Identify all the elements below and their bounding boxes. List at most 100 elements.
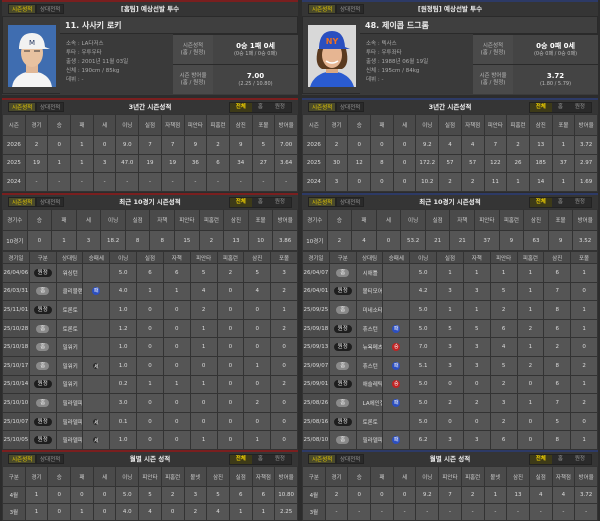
column-header: 상대팀 (55, 251, 84, 264)
column-header: 포볼 (570, 251, 598, 264)
table-cell: 25/08/16 (302, 411, 330, 432)
column-header: 경기 (324, 466, 349, 487)
table-cell: 6 (162, 263, 191, 283)
opponent-cell: 토론토 (355, 411, 384, 432)
decision-badge: 세 (92, 361, 101, 370)
venue-badge: 홈 (336, 398, 350, 407)
tab-versus[interactable]: 상대전적 (36, 454, 65, 464)
filter-all[interactable]: 전체 (229, 103, 252, 112)
tab-season[interactable]: 시즌성적 (308, 454, 337, 464)
table-cell: 6 (251, 486, 276, 504)
header-row: 경기수 승 패 세 이닝 실점 자책 피안타 피홈런 삼진 포볼 방어율 (302, 209, 598, 231)
table-cell: 2 (489, 374, 518, 395)
venue-cell: 원정 (328, 337, 357, 357)
table-cell: - (183, 172, 208, 192)
table-cell: 4.2 (409, 281, 438, 302)
filter-away[interactable]: 원정 (274, 456, 285, 462)
table-cell: 6 (228, 486, 253, 504)
tab-versus[interactable]: 상대전적 (336, 454, 365, 464)
table-cell: 1 (24, 503, 49, 521)
venue-badge: 원정 (32, 379, 53, 390)
season-record-label: 시즌성적 (홈 / 원정) (173, 35, 213, 64)
filter-away[interactable]: 원정 (274, 199, 285, 205)
season-record-value: 0승 0패 0세 (0승 0패 / 0승 0패) (513, 35, 598, 64)
table-cell: 36 (183, 153, 208, 173)
table-row: 25/11/01 원정 토론토 1.0 0 0 2 0 0 1 (2, 300, 298, 320)
table-cell: 57 (438, 153, 462, 173)
filter-all[interactable]: 전체 (529, 103, 552, 112)
filter-away[interactable]: 원정 (574, 104, 585, 110)
table-cell: 5.0 (109, 263, 138, 283)
tab-season[interactable]: 시즌성적 (8, 197, 37, 207)
filter-home[interactable]: 홈 (557, 456, 563, 462)
tab-versus[interactable]: 상대전적 (36, 4, 65, 14)
tab-season[interactable]: 시즌성적 (8, 102, 37, 112)
table-cell: 1 (436, 263, 464, 283)
table-row: 25/10/28 홈 토론토 1.2 0 0 1 0 0 2 (2, 318, 298, 339)
opponent-cell: 볼티모어 (355, 281, 384, 302)
tab-season[interactable]: 시즌성적 (308, 4, 337, 14)
table-cell: 1 (570, 300, 598, 320)
table-cell: 2 (198, 230, 225, 251)
decision-cell (82, 300, 111, 320)
table-cell: 3 (92, 153, 117, 173)
table-cell: 25/10/10 (2, 393, 30, 413)
tab-versus[interactable]: 상대전적 (336, 4, 365, 14)
table-cell: 0 (270, 393, 298, 413)
table-cell: 1 (162, 374, 191, 395)
filter-all[interactable]: 전체 (529, 198, 552, 207)
table-cell: 3 (183, 486, 208, 504)
table-cell: 9 (547, 230, 574, 251)
table-cell: 5.0 (409, 300, 438, 320)
table-cell: 2 (270, 318, 298, 339)
filter-home[interactable]: 홈 (557, 199, 563, 205)
decision-cell (82, 393, 111, 413)
table-cell: 0 (347, 172, 372, 192)
table-cell: 3.72 (574, 486, 598, 504)
venue-badge: 홈 (36, 343, 50, 352)
filter-all[interactable]: 전체 (229, 455, 252, 464)
table-cell: 2 (570, 393, 598, 413)
table-cell: 25/11/01 (2, 300, 30, 320)
filter-away[interactable]: 원정 (574, 199, 585, 205)
table-row: 25/09/25 홈 미네소타 5.0 1 1 2 1 8 1 (302, 300, 598, 320)
column-header: 실점 (528, 466, 553, 487)
column-header: 상대팀 (355, 251, 384, 264)
filter-all[interactable]: 전체 (229, 198, 252, 207)
tab-season[interactable]: 시즌성적 (8, 454, 37, 464)
table-cell: 12 (347, 153, 372, 173)
table-cell: - (206, 172, 230, 192)
decision-cell: 세 (82, 430, 111, 450)
tab-versus[interactable]: 상대전적 (36, 102, 65, 112)
filter-home[interactable]: 홈 (557, 104, 563, 110)
filter-home[interactable]: 홈 (257, 104, 263, 110)
table-cell: 0 (436, 411, 464, 432)
column-header: 패 (370, 114, 394, 136)
tab-season[interactable]: 시즌성적 (308, 197, 337, 207)
tab-season[interactable]: 시즌성적 (308, 102, 337, 112)
column-header: 이닝 (100, 209, 126, 231)
tab-season[interactable]: 시즌성적 (8, 4, 37, 14)
table-cell: 1 (506, 172, 530, 192)
table-cell: 0 (189, 411, 218, 432)
table-cell: 0 (243, 300, 272, 320)
filter-all[interactable]: 전체 (529, 455, 552, 464)
table-cell: 1 (51, 230, 77, 251)
filter-home[interactable]: 홈 (257, 199, 263, 205)
tab-versus[interactable]: 상대전적 (336, 197, 365, 207)
tab-versus[interactable]: 상대전적 (36, 197, 65, 207)
decision-badge: 승 (392, 380, 401, 389)
filter-away[interactable]: 원정 (274, 104, 285, 110)
filter-away[interactable]: 원정 (574, 456, 585, 462)
filter-home[interactable]: 홈 (257, 456, 263, 462)
column-header: 구분 (302, 466, 326, 487)
season-era-label: 시즌 방어율 (홈 / 원정) (473, 65, 513, 94)
column-header: 피안타 (183, 114, 208, 136)
venue-badge: 홈 (36, 287, 50, 296)
decision-cell (82, 318, 111, 339)
column-header: 경기일 (2, 251, 30, 264)
table-cell: 1 (189, 374, 218, 395)
tab-versus[interactable]: 상대전적 (336, 102, 365, 112)
table-cell: 19 (160, 153, 185, 173)
table-cell: 5.0 (115, 486, 140, 504)
